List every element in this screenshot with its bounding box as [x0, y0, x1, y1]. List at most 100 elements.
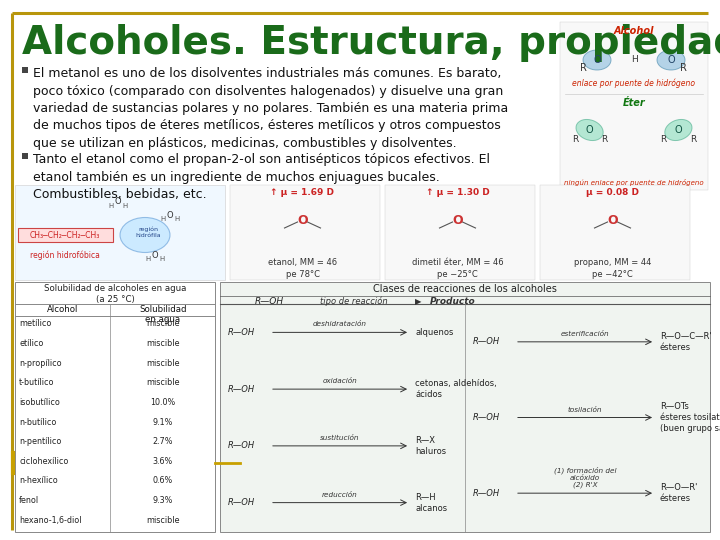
Text: Solubilidad
en agua: Solubilidad en agua — [139, 305, 186, 325]
Text: n-butílico: n-butílico — [19, 417, 56, 427]
Text: ▶: ▶ — [415, 297, 421, 306]
Text: etílico: etílico — [19, 339, 43, 348]
Text: 9.3%: 9.3% — [153, 496, 174, 505]
Text: 2.7%: 2.7% — [153, 437, 174, 446]
Text: R: R — [580, 63, 586, 73]
Text: H: H — [174, 216, 179, 222]
Text: El metanol es uno de los disolventes industriales más comunes. Es barato,
poco t: El metanol es uno de los disolventes ind… — [33, 67, 508, 150]
Ellipse shape — [576, 119, 603, 140]
Text: O: O — [593, 55, 600, 65]
Bar — [560, 22, 708, 190]
Text: 3.6%: 3.6% — [153, 457, 173, 466]
Text: R—OH: R—OH — [255, 297, 284, 306]
Bar — [540, 185, 690, 280]
Text: ↑ μ = 1.30 D: ↑ μ = 1.30 D — [426, 188, 490, 197]
Text: propano, MM = 44: propano, MM = 44 — [574, 258, 651, 267]
Text: Solubilidad de alcoholes en agua
(a 25 °C): Solubilidad de alcoholes en agua (a 25 °… — [44, 284, 186, 304]
Text: O: O — [607, 213, 618, 226]
Bar — [230, 185, 380, 280]
Text: R: R — [601, 136, 608, 145]
Text: tosilación: tosilación — [568, 407, 602, 413]
Text: R—OH: R—OH — [228, 384, 255, 394]
Bar — [22, 153, 28, 159]
Text: R—OH: R—OH — [228, 441, 255, 450]
Text: μ = 0.08 D: μ = 0.08 D — [586, 188, 639, 197]
Text: (1) formación del
alcóxido
(2) R'X: (1) formación del alcóxido (2) R'X — [554, 466, 616, 488]
Text: cetonas, aldehídos,
ácidos: cetonas, aldehídos, ácidos — [415, 379, 497, 399]
Text: Clases de reacciones de los alcoholes: Clases de reacciones de los alcoholes — [373, 284, 557, 294]
Text: 0.6%: 0.6% — [153, 476, 173, 485]
Text: n-pentílico: n-pentílico — [19, 437, 61, 446]
Text: R: R — [572, 136, 578, 145]
Text: R—O—R'
ésteres: R—O—R' ésteres — [660, 483, 698, 503]
Text: R—X
haluros: R—X haluros — [415, 436, 446, 456]
Bar — [15, 282, 215, 532]
Text: n-propílico: n-propílico — [19, 359, 62, 368]
Text: R—OH: R—OH — [473, 338, 500, 346]
Text: R: R — [680, 63, 686, 73]
Text: metílico: metílico — [19, 319, 51, 328]
Text: O: O — [297, 213, 308, 226]
Text: pe −25°C: pe −25°C — [437, 270, 478, 279]
Text: reducción: reducción — [322, 491, 358, 498]
Text: miscible: miscible — [146, 516, 180, 525]
Text: hexano-1,6-diol: hexano-1,6-diol — [19, 516, 81, 525]
Text: O: O — [675, 125, 683, 135]
Text: isobutílico: isobutílico — [19, 398, 60, 407]
Ellipse shape — [657, 50, 685, 70]
Text: n-hexílico: n-hexílico — [19, 476, 58, 485]
Text: oxidación: oxidación — [323, 378, 357, 384]
Text: dimetil éter, MM = 46: dimetil éter, MM = 46 — [412, 258, 503, 267]
Bar — [15, 185, 225, 280]
Text: región
hidrófila: región hidrófila — [135, 226, 161, 238]
Text: 9.1%: 9.1% — [153, 417, 174, 427]
Bar — [16, 454, 215, 473]
Text: H: H — [159, 256, 165, 262]
Ellipse shape — [583, 50, 611, 70]
Text: R—O—C—R'
ésteres: R—O—C—R' ésteres — [660, 332, 711, 352]
Text: H: H — [122, 203, 127, 209]
Text: miscible: miscible — [146, 319, 180, 328]
Text: esterificación: esterificación — [561, 331, 609, 337]
Bar — [18, 228, 113, 242]
Text: fenol: fenol — [19, 496, 39, 505]
Text: Tanto el etanol como el propan-2-ol son antisépticos tópicos efectivos. El
etano: Tanto el etanol como el propan-2-ol son … — [33, 153, 490, 201]
Ellipse shape — [120, 218, 170, 253]
Text: pe −42°C: pe −42°C — [592, 270, 633, 279]
Text: sustitución: sustitución — [320, 435, 360, 441]
Text: O: O — [667, 55, 675, 65]
Text: H: H — [631, 56, 637, 64]
Text: R—OH: R—OH — [228, 328, 255, 337]
Text: t-butílico: t-butílico — [19, 378, 55, 387]
Text: Alcohol: Alcohol — [48, 305, 78, 314]
Ellipse shape — [665, 119, 692, 140]
Text: ningún enlace por puente de hidrógeno: ningún enlace por puente de hidrógeno — [564, 179, 704, 186]
Text: O: O — [114, 198, 121, 206]
Text: tipo de reacción: tipo de reacción — [320, 297, 387, 307]
Text: pe 78°C: pe 78°C — [286, 270, 320, 279]
Text: R—H
alcanos: R—H alcanos — [415, 492, 447, 512]
Text: R—OH: R—OH — [228, 498, 255, 507]
Text: R—OH: R—OH — [473, 489, 500, 498]
Text: R—OTs
ésteres tosilatos
(buen grupo saliente): R—OTs ésteres tosilatos (buen grupo sali… — [660, 402, 720, 433]
Text: Éter: Éter — [623, 98, 645, 108]
Text: Producto: Producto — [430, 297, 476, 306]
Text: H: H — [145, 256, 150, 262]
Text: CH₃─CH₂─CH₂─CH₃: CH₃─CH₂─CH₂─CH₃ — [30, 231, 100, 240]
Text: R—OH: R—OH — [473, 413, 500, 422]
Text: H: H — [109, 203, 114, 209]
Bar — [220, 282, 710, 532]
Text: ciclohexílico: ciclohexílico — [19, 457, 68, 466]
Text: O: O — [452, 213, 463, 226]
Text: enlace por puente de hidrógeno: enlace por puente de hidrógeno — [572, 79, 696, 89]
Text: O: O — [167, 211, 174, 219]
Text: miscible: miscible — [146, 339, 180, 348]
Text: etanol, MM = 46: etanol, MM = 46 — [268, 258, 337, 267]
Text: alquenos: alquenos — [415, 328, 454, 337]
Text: H: H — [161, 216, 166, 222]
Text: deshidratación: deshidratación — [313, 321, 367, 327]
Text: Alcoholes. Estructura, propiedades y usos.: Alcoholes. Estructura, propiedades y uso… — [22, 24, 720, 62]
Text: O: O — [152, 251, 158, 260]
Text: 10.0%: 10.0% — [150, 398, 176, 407]
Text: miscible: miscible — [146, 359, 180, 368]
